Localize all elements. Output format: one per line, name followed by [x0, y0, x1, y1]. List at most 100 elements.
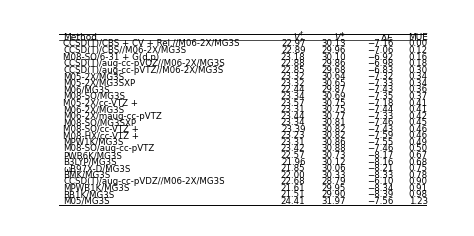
- Text: −8.39: −8.39: [367, 190, 393, 199]
- Text: 29.87: 29.87: [321, 85, 346, 94]
- Text: 0.00: 0.00: [409, 39, 428, 48]
- Text: 30.82: 30.82: [321, 131, 346, 140]
- Text: 22.68: 22.68: [281, 177, 305, 186]
- Text: 23.18: 23.18: [281, 53, 305, 62]
- Text: M08-SO/aug-cc-pVTZ: M08-SO/aug-cc-pVTZ: [64, 144, 155, 153]
- Text: 30.65: 30.65: [321, 79, 346, 88]
- Text: 23.32: 23.32: [281, 79, 305, 88]
- Text: M08-HX/cc-VTZ +: M08-HX/cc-VTZ +: [64, 131, 139, 140]
- Text: −6.83: −6.83: [367, 66, 393, 75]
- Text: $V^{\ddagger}_f$: $V^{\ddagger}_f$: [293, 30, 305, 45]
- Text: MUE: MUE: [408, 33, 428, 42]
- Text: 23.31: 23.31: [281, 105, 305, 114]
- Text: CCSD(T)/aug-cc-pVDZ//M06-2X/MG3S: CCSD(T)/aug-cc-pVDZ//M06-2X/MG3S: [64, 177, 225, 186]
- Text: 0.46: 0.46: [409, 131, 428, 140]
- Text: 22.44: 22.44: [281, 85, 305, 94]
- Text: CCSD(T)/CBS + CV + Rel.//M06-2X/MG3S: CCSD(T)/CBS + CV + Rel.//M06-2X/MG3S: [64, 39, 240, 48]
- Text: 30.33: 30.33: [321, 171, 346, 180]
- Text: $\Delta E$: $\Delta E$: [380, 32, 393, 43]
- Text: 0.91: 0.91: [409, 184, 428, 193]
- Text: 0.78: 0.78: [409, 171, 428, 180]
- Text: M08-SO/6-31 + G(d,p): M08-SO/6-31 + G(d,p): [64, 53, 159, 62]
- Text: CCSD(T)/aug-cc-pVQZ//M06-2X/MG3S: CCSD(T)/aug-cc-pVQZ//M06-2X/MG3S: [64, 59, 225, 68]
- Text: 0.68: 0.68: [409, 158, 428, 167]
- Text: 23.42: 23.42: [281, 144, 305, 153]
- Text: 24.41: 24.41: [281, 197, 305, 206]
- Text: 23.32: 23.32: [281, 72, 305, 81]
- Text: 22.89: 22.89: [281, 46, 305, 55]
- Text: 0.41: 0.41: [409, 105, 428, 114]
- Text: 29.96: 29.96: [321, 46, 346, 55]
- Text: ωB97X-D/MG3S: ωB97X-D/MG3S: [64, 164, 131, 173]
- Text: −8.21: −8.21: [367, 164, 393, 173]
- Text: −7.33: −7.33: [367, 112, 393, 121]
- Text: M08-SO/cc-VTZ +: M08-SO/cc-VTZ +: [64, 125, 139, 134]
- Text: 21.61: 21.61: [281, 184, 305, 193]
- Text: M06/MG3S: M06/MG3S: [64, 85, 110, 94]
- Text: 30.69: 30.69: [321, 92, 346, 101]
- Text: 23.34: 23.34: [281, 92, 305, 101]
- Text: 30.06: 30.06: [321, 164, 346, 173]
- Text: B3LYP/MG3S: B3LYP/MG3S: [64, 158, 117, 167]
- Text: 1.23: 1.23: [409, 197, 428, 206]
- Text: 23.57: 23.57: [281, 98, 305, 108]
- Text: CCSD(T)/CBS//M06-2X/MG3S: CCSD(T)/CBS//M06-2X/MG3S: [64, 46, 186, 55]
- Text: 22.88: 22.88: [281, 59, 305, 68]
- Text: 29.68: 29.68: [321, 66, 346, 75]
- Text: 0.41: 0.41: [409, 98, 428, 108]
- Text: −6.98: −6.98: [367, 59, 393, 68]
- Text: −7.43: −7.43: [367, 85, 393, 94]
- Text: 29.90: 29.90: [321, 190, 346, 199]
- Text: BB1K/MG3S: BB1K/MG3S: [64, 190, 115, 199]
- Text: 0.16: 0.16: [409, 53, 428, 62]
- Text: 0.75: 0.75: [409, 164, 428, 173]
- Text: −7.43: −7.43: [367, 125, 393, 134]
- Text: 30.77: 30.77: [321, 112, 346, 121]
- Text: 0.12: 0.12: [409, 46, 428, 55]
- Text: −7.06: −7.06: [367, 46, 393, 55]
- Text: 28.79: 28.79: [321, 177, 346, 186]
- Text: 0.98: 0.98: [409, 190, 428, 199]
- Text: −8.34: −8.34: [367, 184, 393, 193]
- Text: 0.37: 0.37: [409, 92, 428, 101]
- Text: 0.67: 0.67: [409, 151, 428, 160]
- Text: 30.12: 30.12: [321, 158, 346, 167]
- Text: 30.10: 30.10: [321, 53, 346, 62]
- Text: 30.64: 30.64: [321, 72, 346, 81]
- Text: 30.73: 30.73: [321, 151, 346, 160]
- Text: −7.16: −7.16: [367, 39, 393, 48]
- Text: M06-2X/maug-cc-pVTZ: M06-2X/maug-cc-pVTZ: [64, 112, 162, 121]
- Text: 23.44: 23.44: [281, 112, 305, 121]
- Text: 21.96: 21.96: [281, 158, 305, 167]
- Text: −7.35: −7.35: [367, 92, 393, 101]
- Text: M05/MG3S: M05/MG3S: [64, 197, 110, 206]
- Text: 30.81: 30.81: [321, 118, 346, 127]
- Text: −7.44: −7.44: [367, 105, 393, 114]
- Text: M05-2X/MG3SXP: M05-2X/MG3SXP: [64, 79, 136, 88]
- Text: 0.42: 0.42: [409, 112, 428, 121]
- Text: 0.18: 0.18: [409, 59, 428, 68]
- Text: 29.86: 29.86: [321, 59, 346, 68]
- Text: Method: Method: [64, 33, 97, 42]
- Text: −7.32: −7.32: [367, 72, 393, 81]
- Text: −7.59: −7.59: [367, 131, 393, 140]
- Text: $V^{\ddagger}_r$: $V^{\ddagger}_r$: [334, 30, 346, 45]
- Text: 0.34: 0.34: [409, 72, 428, 81]
- Text: −8.16: −8.16: [367, 158, 393, 167]
- Text: 30.13: 30.13: [321, 39, 346, 48]
- Text: MPW1K/MG3S: MPW1K/MG3S: [64, 138, 124, 147]
- Text: M08-SO/MG3S: M08-SO/MG3S: [64, 92, 125, 101]
- Text: 0.49: 0.49: [409, 138, 428, 147]
- Text: −6.92: −6.92: [367, 53, 393, 62]
- Text: −6.10: −6.10: [367, 177, 393, 186]
- Text: −7.18: −7.18: [367, 98, 393, 108]
- Text: M05-2X/MG3S: M05-2X/MG3S: [64, 72, 124, 81]
- Text: −7.46: −7.46: [367, 144, 393, 153]
- Text: 23.23: 23.23: [281, 131, 305, 140]
- Text: MPWB1K/MG3S: MPWB1K/MG3S: [64, 184, 130, 193]
- Text: 30.88: 30.88: [321, 144, 346, 153]
- Text: M05-2X/cc-VTZ +: M05-2X/cc-VTZ +: [64, 98, 138, 108]
- Text: M08-SO/MG3SXP: M08-SO/MG3SXP: [64, 118, 137, 127]
- Text: 0.36: 0.36: [409, 85, 428, 94]
- Text: 0.34: 0.34: [409, 79, 428, 88]
